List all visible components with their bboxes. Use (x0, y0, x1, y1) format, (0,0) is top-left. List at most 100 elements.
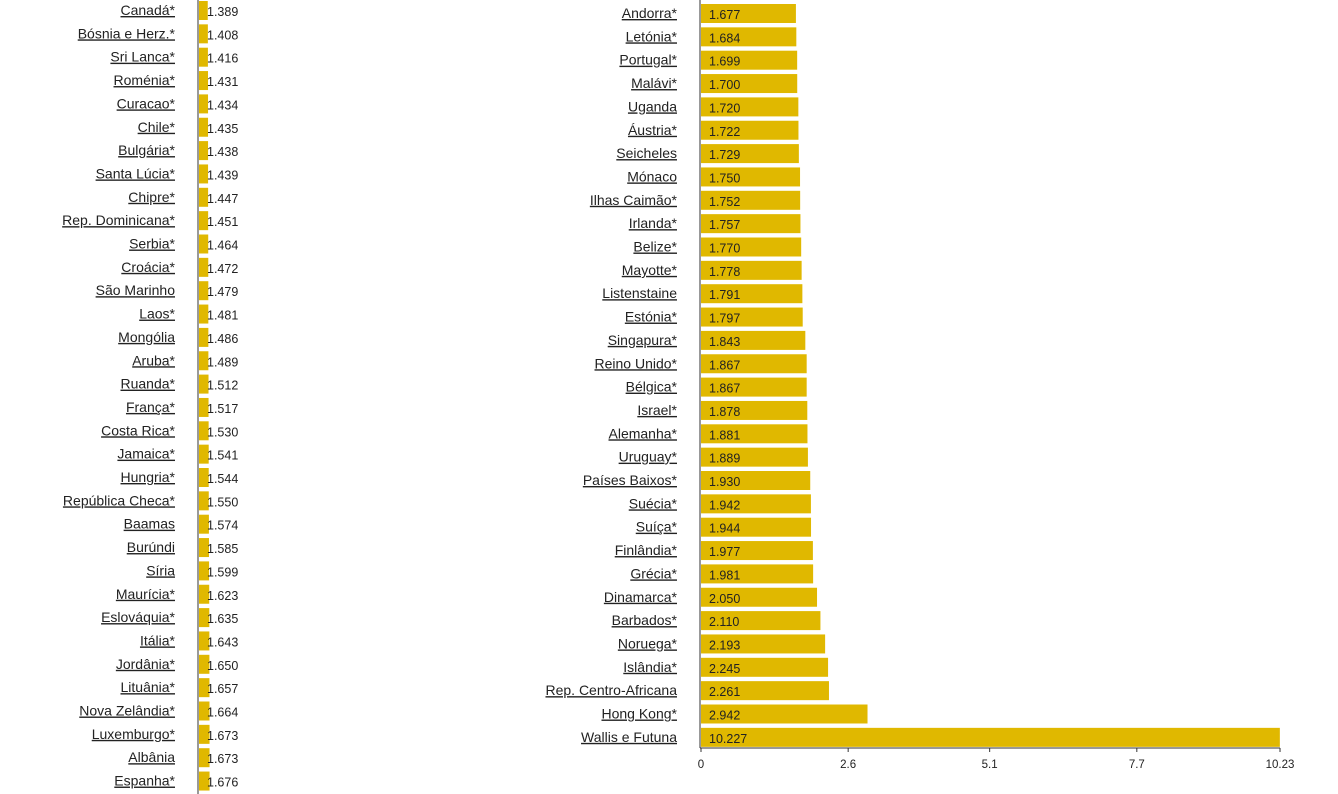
bar[interactable] (701, 517, 812, 537)
category-label[interactable]: Mónaco (627, 168, 677, 184)
category-label[interactable]: Andorra* (622, 5, 678, 21)
category-label[interactable]: Croácia* (121, 259, 175, 275)
category-label[interactable]: Países Baixos* (583, 472, 678, 488)
category-label[interactable]: Malávi* (631, 75, 677, 91)
bar[interactable] (199, 538, 209, 558)
category-label[interactable]: Jordânia* (116, 656, 176, 672)
category-label[interactable]: Bélgica* (626, 379, 678, 395)
category-label[interactable]: Wallis e Futuna (581, 729, 677, 745)
bar[interactable] (199, 514, 209, 534)
category-label[interactable]: Portugal* (619, 52, 677, 68)
bar[interactable] (199, 608, 210, 628)
category-label[interactable]: Suécia* (629, 495, 678, 511)
bar[interactable] (199, 257, 209, 277)
bar[interactable] (199, 421, 209, 441)
category-label[interactable]: Laos* (139, 306, 175, 322)
bar[interactable] (701, 564, 814, 584)
category-label[interactable]: Islândia* (623, 659, 677, 675)
bar[interactable] (199, 71, 209, 91)
bar[interactable] (701, 471, 811, 490)
bar[interactable] (199, 678, 210, 698)
bar[interactable] (701, 4, 796, 23)
category-label[interactable]: Chipre* (128, 189, 175, 205)
bar[interactable] (199, 1, 208, 20)
category-label[interactable]: Bósnia e Herz.* (78, 25, 176, 41)
category-label[interactable]: Belize* (633, 239, 677, 255)
category-label[interactable]: Aruba* (132, 352, 175, 368)
category-label[interactable]: Reino Unido* (595, 355, 678, 371)
category-label[interactable]: Grécia* (630, 565, 677, 581)
bar[interactable] (199, 304, 209, 324)
bar[interactable] (199, 724, 210, 744)
bar[interactable] (199, 164, 209, 184)
bar[interactable] (199, 117, 209, 137)
bar[interactable] (199, 771, 210, 791)
bar[interactable] (701, 120, 799, 140)
category-label[interactable]: Santa Lúcia* (96, 165, 176, 181)
bar[interactable] (199, 701, 210, 721)
bar[interactable] (701, 237, 802, 257)
category-label[interactable]: Canadá* (121, 2, 176, 18)
category-label[interactable]: Ruanda* (121, 376, 176, 392)
category-label[interactable]: Síria (146, 562, 175, 578)
category-label[interactable]: Ilhas Caimão* (590, 192, 678, 208)
category-label[interactable]: Bulgária* (118, 142, 175, 158)
bar[interactable] (199, 211, 209, 231)
bar[interactable] (701, 214, 801, 234)
bar[interactable] (701, 144, 799, 164)
category-label[interactable]: Serbia* (129, 236, 175, 252)
category-label[interactable]: Hungria* (121, 469, 176, 485)
bar[interactable] (199, 24, 208, 44)
category-label[interactable]: Burúndi (127, 539, 175, 555)
bar[interactable] (701, 657, 829, 677)
bar[interactable] (701, 611, 821, 631)
bar[interactable] (199, 397, 209, 417)
bar[interactable] (199, 491, 209, 511)
category-label[interactable]: Seicheles (616, 145, 677, 161)
bar[interactable] (199, 561, 210, 581)
bar[interactable] (701, 167, 801, 187)
bar[interactable] (701, 307, 803, 327)
bar[interactable] (199, 187, 209, 207)
bar[interactable] (199, 141, 209, 161)
category-label[interactable]: Finlândia* (615, 542, 678, 558)
bar[interactable] (199, 351, 209, 371)
category-label[interactable]: Itália* (140, 632, 176, 648)
bar[interactable] (199, 631, 210, 651)
bar[interactable] (701, 704, 868, 724)
bar[interactable] (199, 234, 209, 254)
bar[interactable] (701, 354, 807, 374)
bar[interactable] (701, 330, 806, 350)
category-label[interactable]: Estónia* (625, 309, 678, 325)
bar[interactable] (701, 50, 798, 70)
category-label[interactable]: Alemanha* (609, 425, 678, 441)
bar[interactable] (701, 260, 802, 280)
bar[interactable] (701, 74, 798, 94)
category-label[interactable]: Listenstaine (602, 285, 677, 301)
category-label[interactable]: Uruguay* (619, 449, 678, 465)
bar[interactable] (701, 190, 801, 210)
category-label[interactable]: Costa Rica* (101, 422, 175, 438)
bar[interactable] (701, 377, 807, 397)
bar[interactable] (701, 447, 808, 467)
bar[interactable] (199, 654, 210, 674)
bar[interactable] (199, 444, 209, 464)
bar[interactable] (701, 27, 797, 47)
category-label[interactable]: Letónia* (626, 28, 678, 44)
bar[interactable] (701, 400, 808, 420)
category-label[interactable]: Roménia* (114, 72, 176, 88)
category-label[interactable]: São Marinho (96, 282, 176, 298)
category-label[interactable]: Eslováquia* (101, 609, 175, 625)
category-label[interactable]: Mongólia (118, 329, 175, 345)
bar[interactable] (199, 584, 210, 604)
category-label[interactable]: Lituânia* (121, 679, 176, 695)
bar[interactable] (199, 327, 209, 347)
category-label[interactable]: Dinamarca* (604, 589, 678, 605)
bar[interactable] (701, 541, 813, 561)
bar[interactable] (199, 468, 209, 487)
category-label[interactable]: Israel* (637, 402, 677, 418)
category-label[interactable]: Curacao* (117, 95, 176, 111)
category-label[interactable]: Mayotte* (622, 262, 678, 278)
category-label[interactable]: Singapura* (608, 332, 678, 348)
bar[interactable] (199, 94, 209, 114)
